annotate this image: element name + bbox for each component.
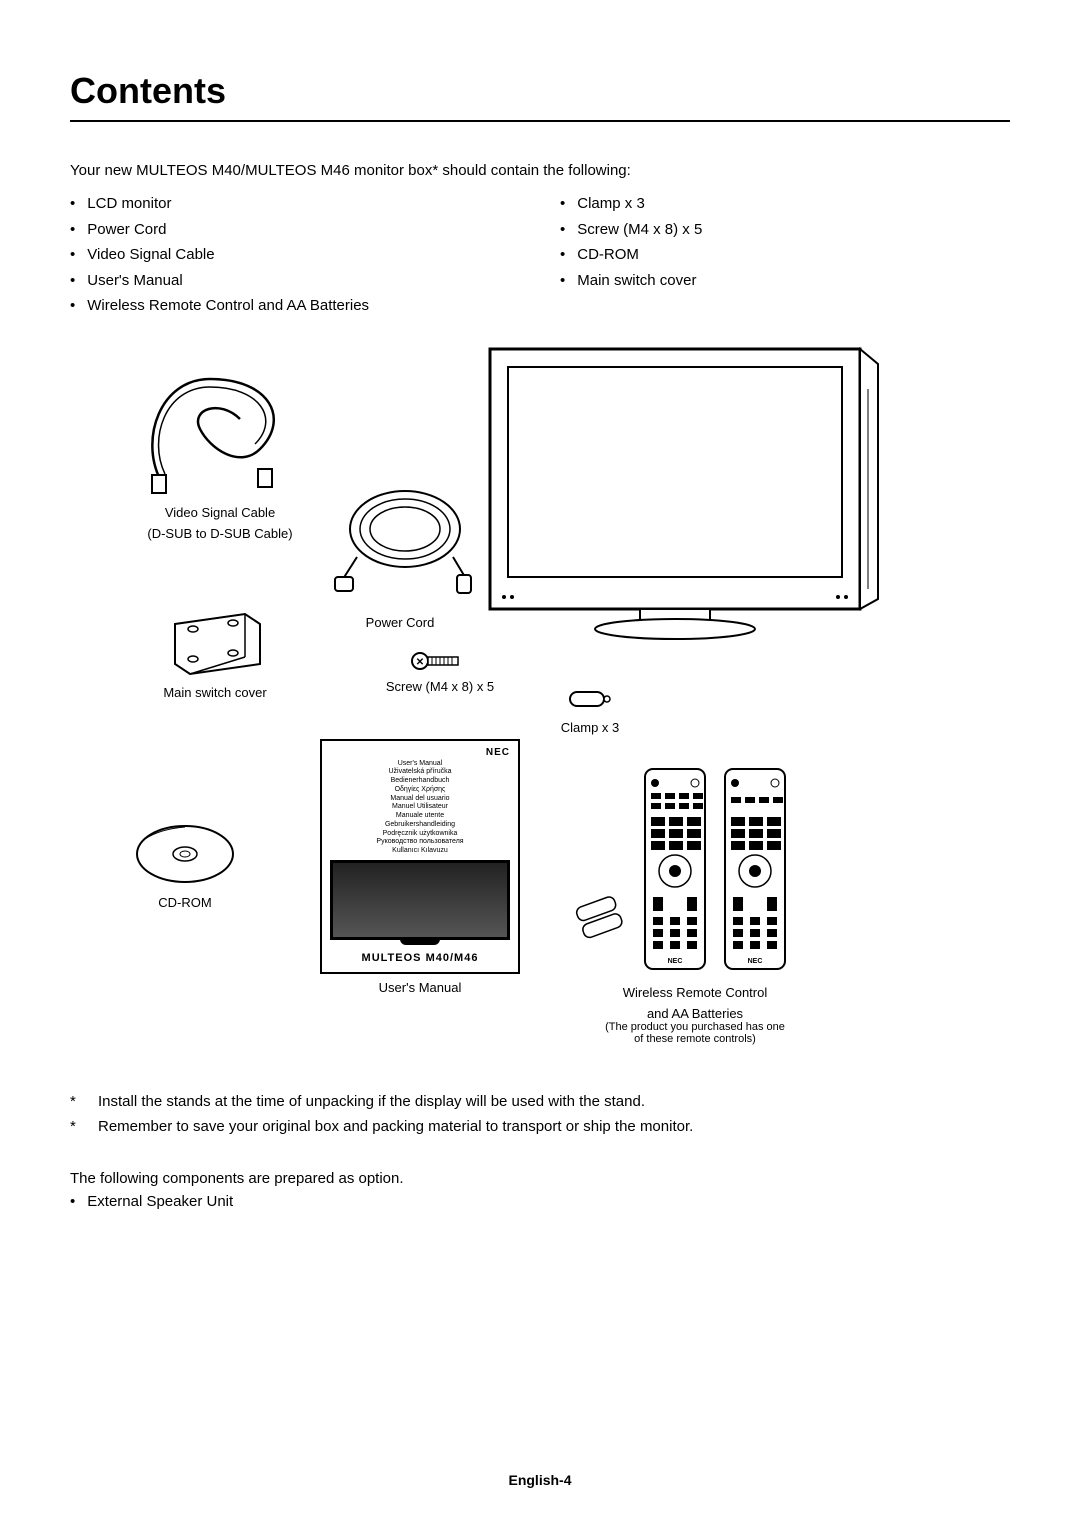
contents-list: LCD monitor Power Cord Video Signal Cabl… (70, 191, 1010, 319)
lang-line: Kullanıcı Kılavuzu (330, 847, 510, 856)
footnote-text: Remember to save your original box and p… (98, 1114, 693, 1140)
page-title: Contents (70, 70, 1010, 112)
illustration-cdrom: CD-ROM (110, 819, 260, 910)
footnotes: *Install the stands at the time of unpac… (70, 1089, 1010, 1140)
list-item: Clamp x 3 (560, 191, 1010, 217)
caption: User's Manual (300, 980, 540, 995)
illustration-lcd-monitor (470, 329, 890, 649)
product-label: MULTEOS (362, 952, 422, 964)
lang-line: Manual del usuario (330, 795, 510, 804)
screw-icon: ✕ (410, 649, 470, 673)
svg-text:NEC: NEC (668, 958, 683, 965)
lang-line: Руководство пользователя (330, 838, 510, 847)
list-item: Main switch cover (560, 268, 1010, 294)
caption: Wireless Remote Control (560, 985, 830, 1000)
caption: Screw (M4 x 8) x 5 (350, 679, 530, 694)
illustration-users-manual: NEC User's Manual Uživatelská příručka B… (300, 739, 540, 995)
brand-label: NEC (330, 747, 510, 758)
illustration-area: Video Signal Cable (D-SUB to D-SUB Cable… (70, 339, 1010, 1059)
option-list: External Speaker Unit (70, 1193, 1010, 1210)
footnote-text: Install the stands at the time of unpack… (98, 1089, 645, 1115)
caption-note: (The product you purchased has one (560, 1021, 830, 1033)
svg-text:✕: ✕ (416, 657, 424, 668)
list-item: User's Manual (70, 268, 520, 294)
lang-line: Gebruikershandleiding (330, 821, 510, 830)
illustration-video-signal-cable: Video Signal Cable (D-SUB to D-SUB Cable… (110, 349, 330, 541)
caption-note: of these remote controls) (560, 1033, 830, 1045)
caption: Main switch cover (135, 685, 295, 700)
illustration-remote-control: NEC NEC Wireless Remote Control and AA B… (560, 759, 830, 1045)
caption: (D-SUB to D-SUB Cable) (110, 526, 330, 541)
caption: and AA Batteries (560, 1006, 830, 1021)
lang-line: Bedienerhandbuch (330, 777, 510, 786)
list-item: Power Cord (70, 217, 520, 243)
asterisk: * (70, 1114, 98, 1140)
switch-cover-icon (165, 609, 265, 679)
contents-list-col1: LCD monitor Power Cord Video Signal Cabl… (70, 191, 520, 319)
illustration-main-switch-cover: Main switch cover (135, 609, 295, 700)
manual-product-name: MULTEOS M40/M46 (330, 952, 510, 964)
lang-line: Manuel Utilisateur (330, 803, 510, 812)
caption: Video Signal Cable (110, 505, 330, 520)
cdrom-icon (130, 819, 240, 889)
manual-monitor-image (330, 860, 510, 940)
caption: Clamp x 3 (530, 720, 650, 735)
lang-line: Οδηγίες Χρήσης (330, 786, 510, 795)
lang-line: Podręcznik użytkownika (330, 830, 510, 839)
list-item: Screw (M4 x 8) x 5 (560, 217, 1010, 243)
list-item: LCD monitor (70, 191, 520, 217)
list-item: Wireless Remote Control and AA Batteries (70, 293, 520, 319)
remote-icon: NEC NEC (565, 759, 825, 979)
model-label: M40/M46 (426, 952, 479, 964)
page-number: English-4 (0, 1472, 1080, 1488)
title-rule (70, 120, 1010, 122)
svg-text:NEC: NEC (748, 958, 763, 965)
lang-line: User's Manual (330, 760, 510, 769)
lang-line: Uživatelská příručka (330, 768, 510, 777)
list-item: External Speaker Unit (70, 1193, 1010, 1210)
asterisk: * (70, 1089, 98, 1115)
clamp-icon (565, 684, 615, 714)
power-cord-icon (315, 479, 485, 609)
cable-icon (130, 349, 310, 499)
contents-list-col2: Clamp x 3 Screw (M4 x 8) x 5 CD-ROM Main… (560, 191, 1010, 293)
monitor-icon (470, 329, 890, 649)
list-item: CD-ROM (560, 242, 1010, 268)
manual-languages: User's Manual Uživatelská příručka Bedie… (330, 760, 510, 856)
caption: CD-ROM (110, 895, 260, 910)
lang-line: Manuale utente (330, 812, 510, 821)
intro-text: Your new MULTEOS M40/MULTEOS M46 monitor… (70, 162, 1010, 179)
option-intro: The following components are prepared as… (70, 1170, 1010, 1187)
list-item: Video Signal Cable (70, 242, 520, 268)
manual-cover: NEC User's Manual Uživatelská příručka B… (320, 739, 520, 974)
illustration-screw: ✕ Screw (M4 x 8) x 5 (350, 649, 530, 694)
illustration-clamp: Clamp x 3 (530, 684, 650, 735)
